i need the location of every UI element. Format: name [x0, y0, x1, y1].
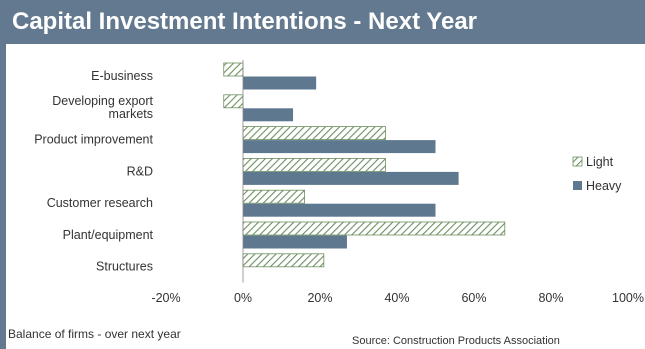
bar-heavy-5 [243, 235, 347, 249]
x-tick-label-4: 60% [461, 291, 486, 305]
bar-light-6 [242, 253, 325, 268]
footnote: Balance of firms - over next year [8, 327, 181, 341]
category-label-5: Plant/equipment [63, 228, 154, 242]
x-tick-label-5: 80% [538, 291, 563, 305]
bar-light-1 [223, 94, 244, 109]
x-tick-labels: -20% 0% 20% 40% 60% 80% 100% [151, 291, 644, 305]
bar-heavy-1 [243, 108, 294, 122]
bar-heavy-2 [243, 140, 436, 154]
legend-label-light: Light [586, 155, 614, 169]
category-label-0: E-business [91, 69, 153, 83]
bar-chart: E-business Developing export markets Produc… [34, 60, 644, 305]
x-tick-label-3: 40% [384, 291, 409, 305]
bar-light-0 [223, 62, 244, 77]
x-tick-label-0: -20% [151, 291, 180, 305]
x-tick-label-2: 20% [307, 291, 332, 305]
legend-swatch-light [572, 156, 583, 167]
bar-heavy-4 [243, 203, 436, 217]
category-label-4: Customer research [47, 196, 153, 210]
bar-light-2 [242, 126, 386, 140]
legend: Light Heavy [572, 155, 622, 193]
chart-title: Capital Investment Intentions - Next Yea… [12, 8, 478, 35]
bar-light-3 [242, 157, 386, 172]
category-label-3: R&D [127, 164, 153, 178]
legend-swatch-heavy [573, 181, 582, 190]
plot-area [223, 60, 506, 283]
x-tick-label-1: 0% [234, 291, 252, 305]
category-labels: E-business Developing export markets Produc… [34, 69, 153, 274]
source-note: Source: Construction Products Associatio… [352, 335, 560, 347]
category-label-2: Product improvement [34, 133, 153, 147]
category-label-6: Structures [96, 260, 153, 274]
legend-label-heavy: Heavy [586, 179, 622, 193]
bar-light-4 [242, 189, 305, 204]
category-label-1: Developing export markets [52, 94, 153, 121]
x-tick-label-6: 100% [612, 291, 644, 305]
bar-heavy-3 [243, 171, 459, 185]
title-bar: Capital Investment Intentions - Next Yea… [6, 0, 645, 44]
bar-light-5 [242, 221, 506, 236]
bar-heavy-0 [243, 76, 317, 90]
